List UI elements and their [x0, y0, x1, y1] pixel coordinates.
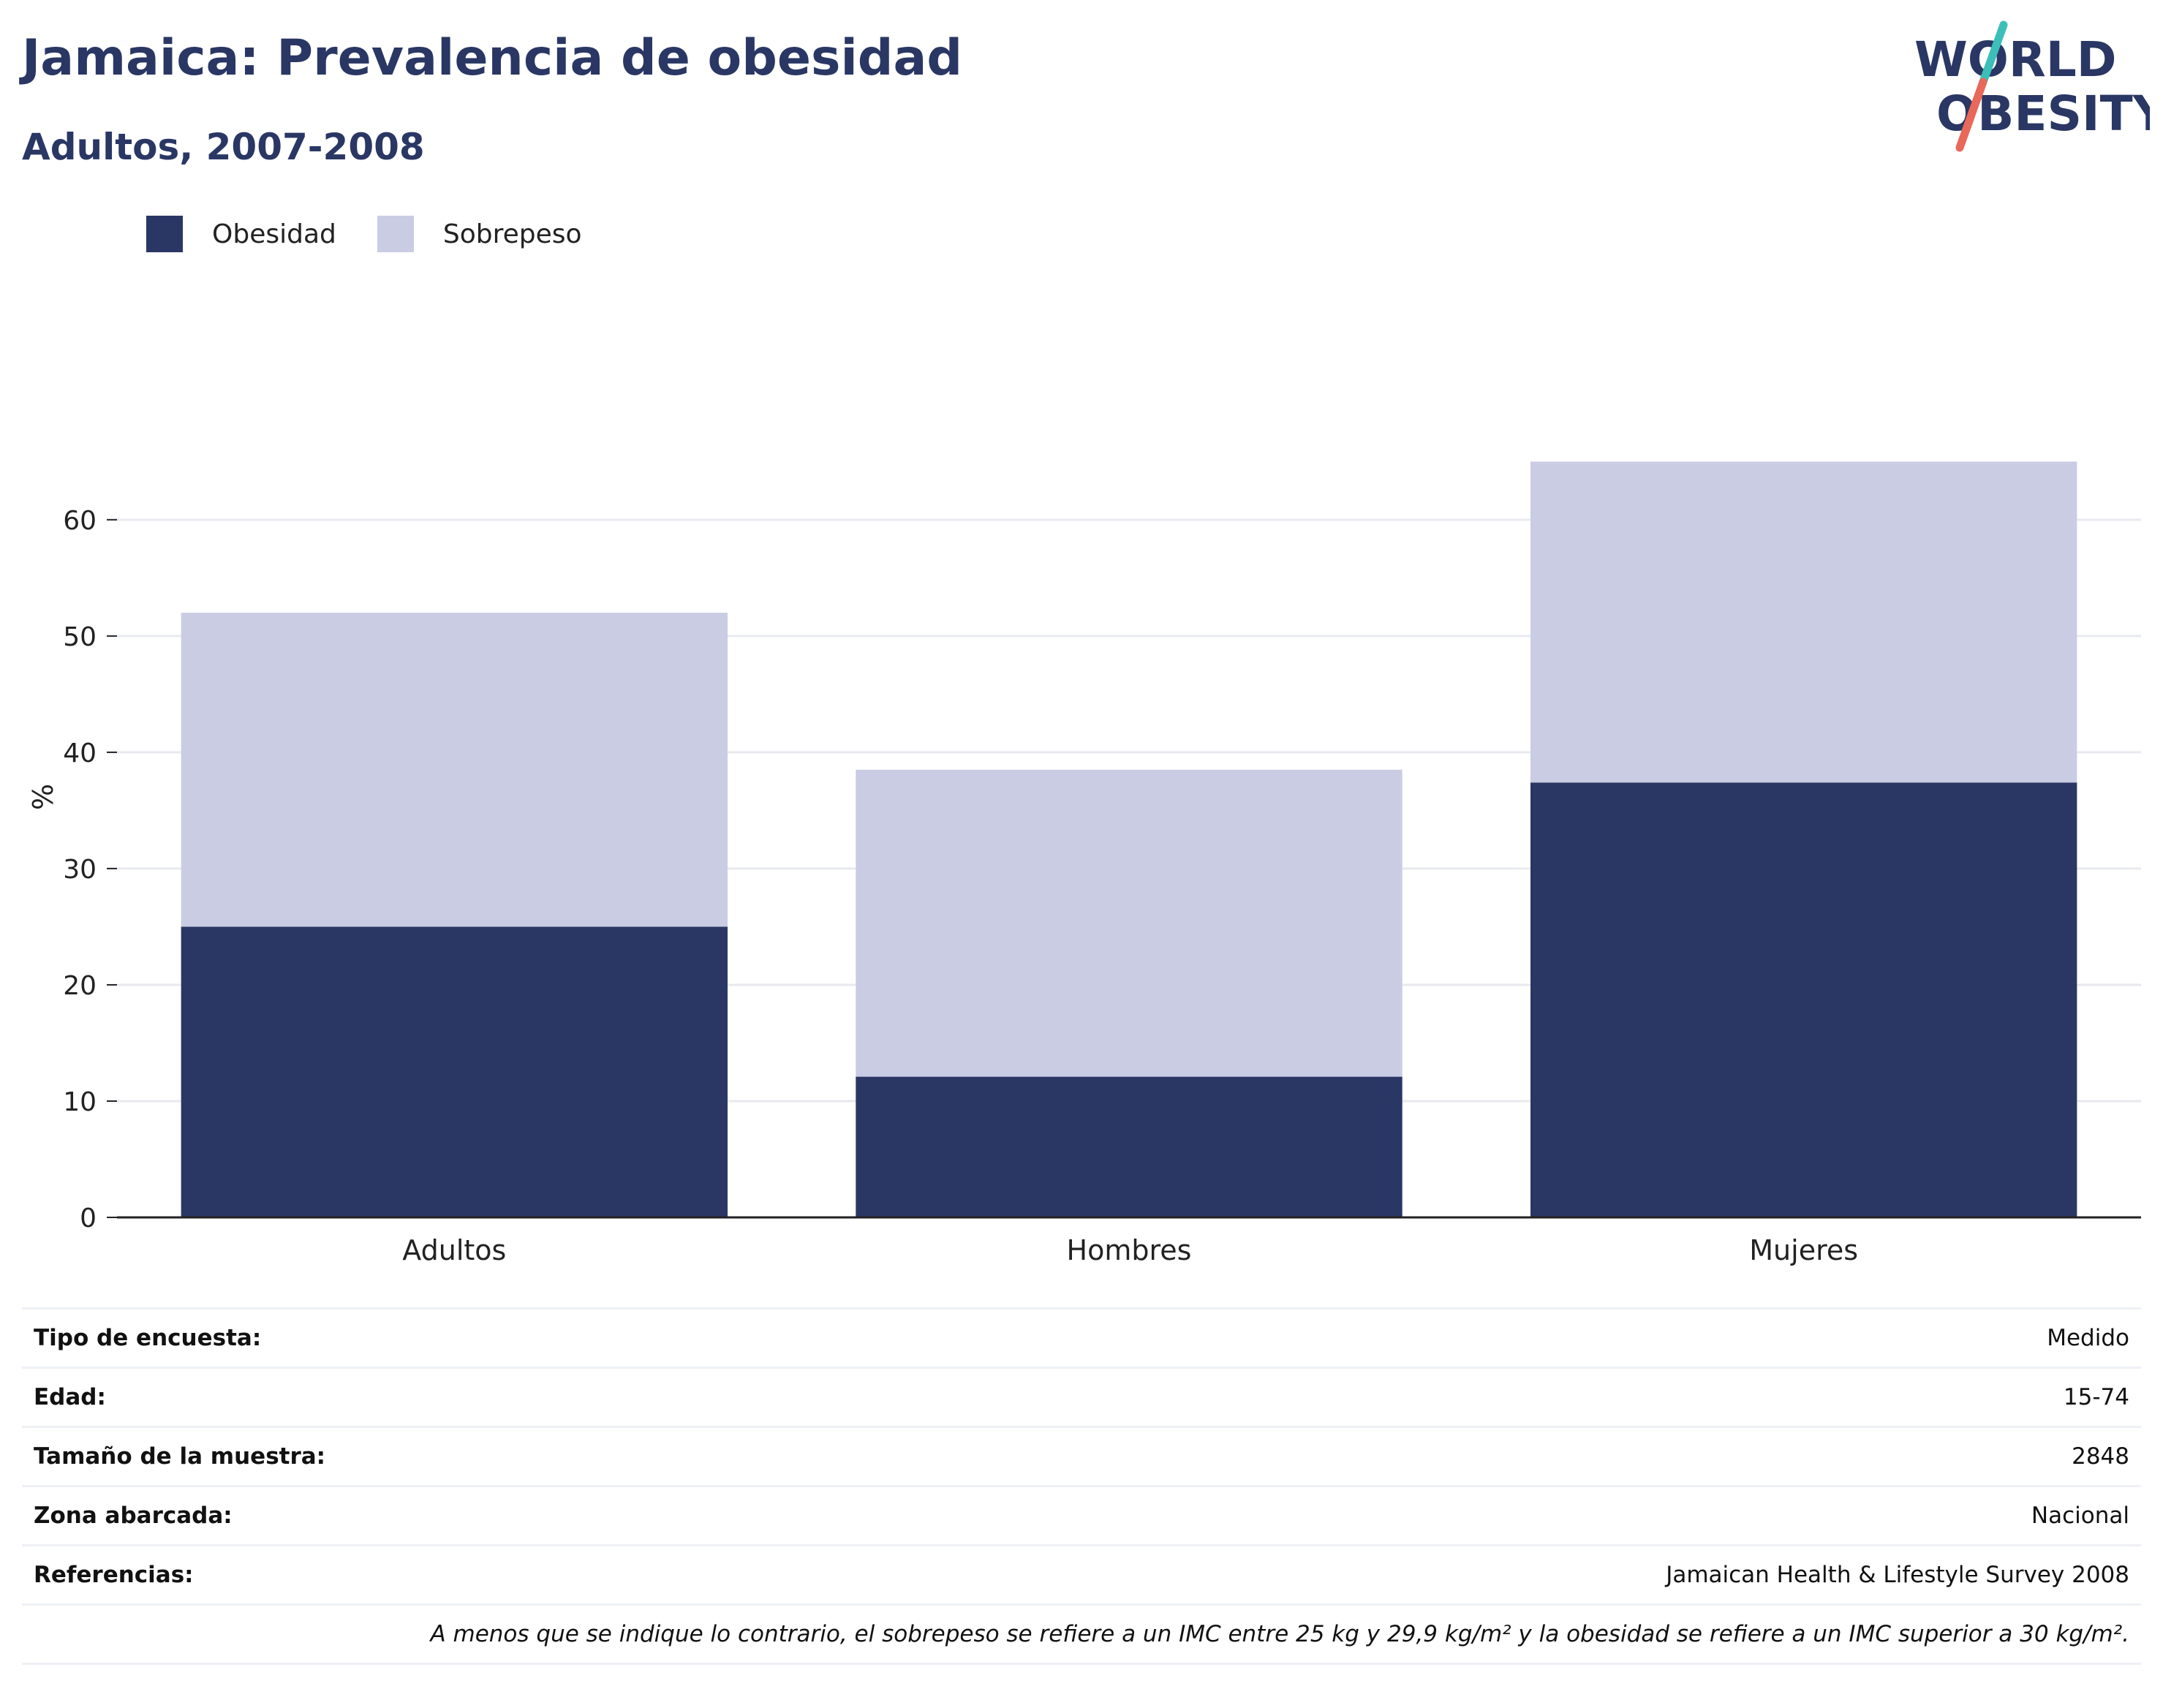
- y-tick-label: 40: [63, 738, 97, 768]
- note-text: A menos que se indique lo contrario, el …: [430, 1621, 2129, 1647]
- info-label: Edad:: [34, 1384, 106, 1410]
- y-axis-label: %: [27, 784, 59, 810]
- info-row-survey-type: Tipo de encuesta: Medido: [22, 1307, 2141, 1367]
- bar-sobrepeso-adultos: [181, 613, 728, 927]
- x-tick-label: Mujeres: [1749, 1234, 1858, 1266]
- chart-subtitle: Adultos, 2007-2008: [22, 126, 425, 168]
- info-value: 15-74: [2063, 1384, 2129, 1410]
- world-obesity-logo: WORLD OBESITY: [1914, 20, 2150, 152]
- x-tick-label: Hombres: [1067, 1234, 1192, 1266]
- logo-slash-bottom: [1955, 78, 1988, 152]
- definition-note: A menos que se indique lo contrario, el …: [22, 1603, 2141, 1665]
- logo-slash-top: [1979, 20, 2008, 86]
- y-tick-label: 60: [63, 506, 97, 536]
- info-row-references: Referencias: Jamaican Health & Lifestyle…: [22, 1544, 2141, 1603]
- info-value: Medido: [2047, 1325, 2129, 1351]
- bar-obesidad-mujeres: [1530, 782, 2077, 1217]
- legend-item-sobrepeso: Sobrepeso: [377, 216, 582, 252]
- info-row-age: Edad: 15-74: [22, 1367, 2141, 1426]
- legend-item-obesidad: Obesidad: [146, 216, 336, 252]
- info-label: Tamaño de la muestra:: [34, 1443, 326, 1470]
- chart-legend: Obesidad Sobrepeso: [146, 216, 623, 252]
- info-value: Nacional: [2031, 1503, 2129, 1529]
- logo-line-1: WORLD: [1914, 31, 2117, 88]
- y-tick-label: 0: [80, 1203, 97, 1233]
- info-label: Tipo de encuesta:: [34, 1325, 262, 1351]
- legend-label-obesidad: Obesidad: [212, 219, 336, 249]
- info-row-area: Zona abarcada: Nacional: [22, 1485, 2141, 1544]
- bar-chart: 0 10 20 30 40 50 60 Adultos Hombres Mujeres %: [27, 461, 2141, 1266]
- chart-title: Jamaica: Prevalencia de obesidad: [22, 29, 963, 87]
- legend-swatch-sobrepeso: [377, 216, 414, 252]
- info-label: Referencias:: [34, 1562, 194, 1588]
- bar-sobrepeso-hombres: [856, 769, 1403, 1077]
- y-tick-label: 20: [63, 971, 97, 1001]
- legend-swatch-obesidad: [146, 216, 183, 252]
- axis-layer: 0 10 20 30 40 50 60 Adultos Hombres Mujeres: [63, 506, 2141, 1266]
- y-tick-label: 10: [63, 1087, 97, 1117]
- legend-label-sobrepeso: Sobrepeso: [442, 219, 582, 249]
- bar-obesidad-adultos: [181, 926, 728, 1217]
- bar-obesidad-hombres: [856, 1076, 1403, 1217]
- info-value: Jamaican Health & Lifestyle Survey 2008: [1666, 1562, 2129, 1588]
- y-tick-label: 50: [63, 622, 97, 652]
- y-tick-label: 30: [63, 855, 97, 885]
- info-label: Zona abarcada:: [34, 1503, 233, 1529]
- x-tick-label: Adultos: [402, 1234, 506, 1266]
- info-row-sample-size: Tamaño de la muestra: 2848: [22, 1426, 2141, 1485]
- info-value: 2848: [2072, 1443, 2129, 1470]
- survey-info-table: Tipo de encuesta: Medido Edad: 15-74 Tam…: [22, 1307, 2141, 1665]
- bar-layer: [181, 461, 2077, 1217]
- bar-sobrepeso-mujeres: [1530, 461, 2077, 783]
